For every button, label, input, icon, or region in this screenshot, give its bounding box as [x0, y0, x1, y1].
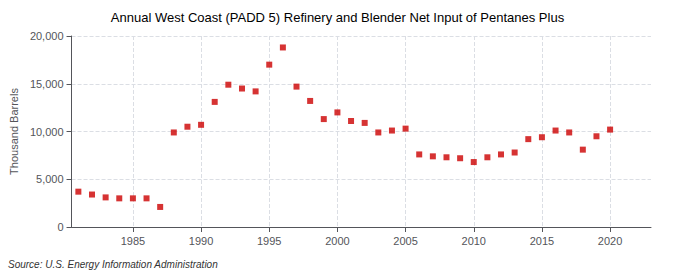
svg-text:2000: 2000	[325, 235, 349, 247]
svg-text:0: 0	[57, 221, 63, 233]
svg-text:15,000: 15,000	[30, 78, 64, 90]
svg-text:20,000: 20,000	[30, 30, 64, 42]
svg-text:2010: 2010	[462, 235, 486, 247]
svg-text:1995: 1995	[257, 235, 281, 247]
svg-text:1985: 1985	[121, 235, 145, 247]
svg-text:10,000: 10,000	[30, 126, 64, 138]
svg-text:Thousand Barrels: Thousand Barrels	[8, 88, 20, 175]
svg-text:2020: 2020	[598, 235, 622, 247]
svg-text:5,000: 5,000	[36, 173, 64, 185]
svg-text:1990: 1990	[189, 235, 213, 247]
svg-text:2015: 2015	[530, 235, 554, 247]
svg-text:Annual West Coast (PADD 5) Ref: Annual West Coast (PADD 5) Refinery and …	[111, 10, 565, 25]
svg-text:2005: 2005	[393, 235, 417, 247]
svg-text:Source: U.S. Energy Informatio: Source: U.S. Energy Information Administ…	[8, 259, 218, 270]
